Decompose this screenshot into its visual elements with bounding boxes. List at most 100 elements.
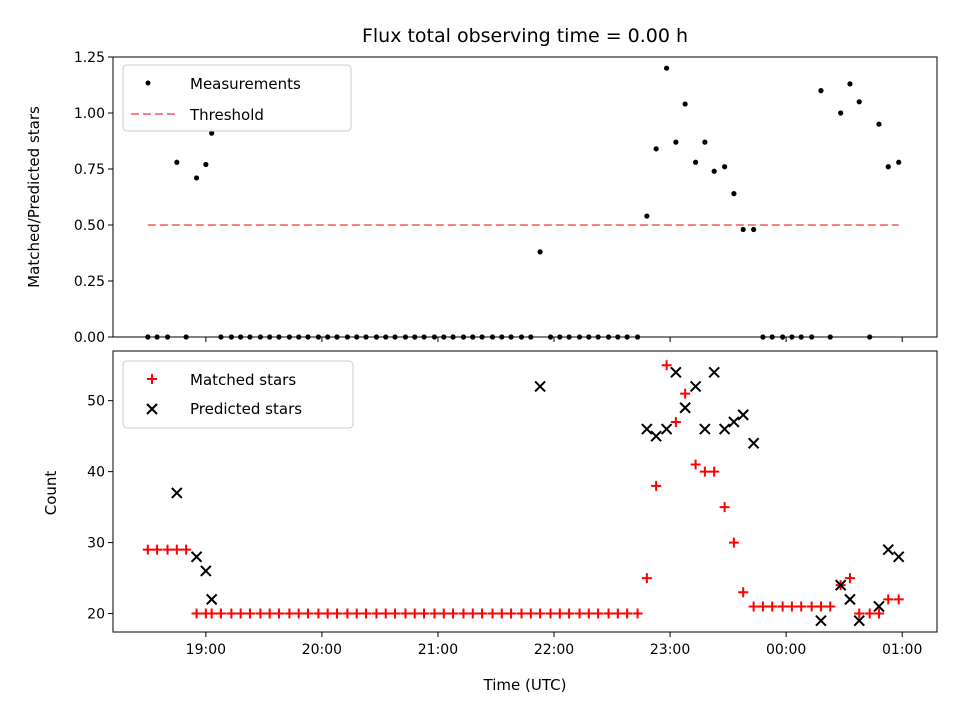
legend-label-threshold: Threshold [189,106,264,124]
bottom-predicted-stars-point [689,380,702,393]
top-measurements-point [885,164,891,170]
bottom-matched-stars-point [854,608,865,619]
top-measurements-point [344,334,351,340]
bottom-matched-stars-point [728,537,739,548]
bottom-matched-stars-point [496,608,507,619]
bottom-predicted-stars-point [534,380,546,393]
top-measurements-point [402,334,409,340]
bottom-xtick-label: 23:00 [650,642,690,658]
bottom-xtick-label: 22:00 [534,642,574,658]
bottom-matched-stars-point [264,608,275,619]
top-measurements-point [827,334,833,340]
bottom-matched-stars-point [162,544,173,555]
bottom-matched-stars-point [806,601,817,612]
bottom-matched-stars-point [273,608,284,619]
top-measurements-point [586,334,592,340]
bottom-matched-stars-point [525,608,536,619]
top-measurements-point [470,334,476,340]
bottom-matched-stars-point [313,608,324,619]
bottom-predicted-stars-point [171,487,183,499]
bottom-matched-stars-point [709,466,720,477]
top-measurements-point [508,334,514,340]
top-measurements-point [528,334,534,340]
bottom-matched-stars-point [351,608,362,619]
top-legend: Measurements Threshold [122,64,352,132]
top-measurements-point [421,334,427,340]
bottom-matched-stars-point [235,608,246,619]
top-measurements-point [847,81,853,87]
bottom-matched-stars-point [699,466,710,477]
top-measurements-point [537,249,543,255]
top-measurements-point [315,334,322,340]
bottom-matched-stars-point [342,608,353,619]
bottom-matched-stars-point [777,601,788,612]
bottom-predicted-stars-point [747,437,760,449]
bottom-predicted-stars-point [699,423,711,435]
bottom-matched-stars-point [390,608,401,619]
bottom-matched-stars-point [535,608,546,619]
bottom-xtick-label: 19:00 [186,642,226,658]
bottom-predicted-stars-point [873,600,885,613]
bottom-matched-stars-point [206,608,217,619]
top-measurements-point [392,334,398,340]
top-measurements-point [760,334,766,340]
top-measurements-point [557,334,563,340]
top-ytick-label: 1.00 [74,106,105,122]
bottom-predicted-stars-point [660,423,673,435]
top-measurements-point [276,334,282,340]
bottom-ylabel: Count [42,471,60,516]
top-ytick-label: 0.75 [74,162,105,178]
bottom-matched-stars-point [331,608,342,619]
bottom-matched-stars-point [477,608,488,619]
bottom-matched-stars-point [786,601,797,612]
bottom-ytick-label: 30 [87,536,105,552]
top-measurements-point [247,334,253,340]
top-measurements-point [896,159,902,165]
bottom-matched-stars-point [690,459,701,470]
bottom-predicted-stars-point [205,593,218,606]
top-measurements-point [209,130,215,136]
legend-marker-measurements [145,80,151,86]
bottom-matched-stars-point [767,601,778,612]
bottom-matched-stars-point [380,608,391,619]
top-measurements-point [624,334,630,340]
bottom-xtick-label: 20:00 [302,642,342,658]
bottom-predicted-stars-point [853,614,865,627]
bottom-matched-stars-point [302,608,313,619]
bottom-matched-stars-point [244,608,255,619]
bottom-matched-stars-point [142,544,153,555]
bottom-matched-stars-point [603,608,614,619]
top-measurements-point [164,334,171,340]
bottom-axes-frame [112,350,938,633]
bottom-matched-stars-point [796,601,807,612]
bottom-matched-stars-point [680,388,691,399]
bottom-xtick-label: 00:00 [766,642,806,658]
bottom-predicted-stars-point [728,416,740,428]
top-measurements-point [286,334,293,340]
bottom-matched-stars-point [400,608,411,619]
top-measurements-point [838,110,844,116]
bottom-xlabel: Time (UTC) [483,676,567,694]
chart-title: Flux total observing time = 0.00 h [362,25,688,47]
top-measurements-point [731,191,737,197]
top-plot-area: 0.00 0.25 0.50 0.75 1.00 1.25 [74,50,938,346]
top-measurements-point [145,334,151,340]
top-measurements-point [644,213,650,219]
bottom-matched-stars-point [670,416,681,427]
top-measurements-point [296,334,302,340]
bottom-matched-stars-point [152,544,163,555]
bottom-matched-stars-point [181,544,192,555]
bottom-matched-stars-point [322,608,333,619]
top-measurements-point [566,334,572,340]
bottom-plot-area: 20 30 40 50 19:00 20:00 21:00 22:00 23:00 00:00 01… [87,350,938,658]
bottom-matched-stars-point [429,608,440,619]
top-measurements-point [856,99,862,105]
bottom-matched-stars-point [371,608,382,619]
top-measurements-point [325,334,331,340]
bottom-legend: Matched stars Predicted stars [122,360,354,429]
bottom-matched-stars-point [738,587,749,598]
top-ylabel: Matched/Predicted stars [25,106,43,288]
top-ytick-label: 1.25 [74,50,105,66]
top-measurements-point [615,334,621,340]
